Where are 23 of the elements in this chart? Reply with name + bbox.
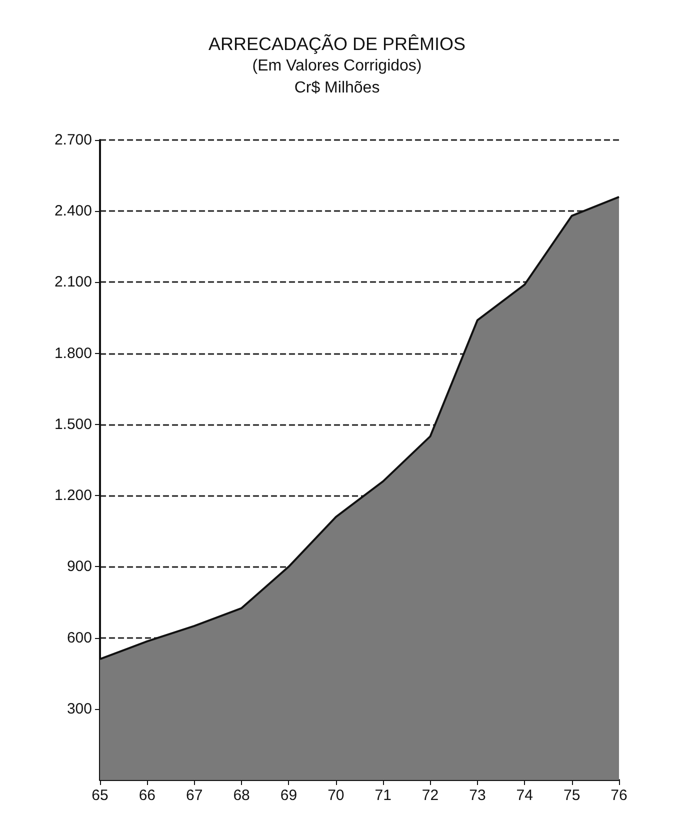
x-tick-label: 67 bbox=[186, 787, 203, 804]
x-tick-label: 71 bbox=[374, 787, 392, 804]
y-tick-label: 300 bbox=[66, 700, 92, 718]
x-tick-label: 65 bbox=[92, 787, 108, 804]
y-tick-label: 1.800 bbox=[54, 344, 92, 362]
y-tick-label: 1.200 bbox=[54, 487, 92, 504]
chart-title: ARRECADAÇÃO DE PRÊMIOS bbox=[208, 34, 466, 54]
x-tick-label: 75 bbox=[563, 787, 580, 804]
x-tick-label: 70 bbox=[328, 787, 344, 804]
chart-subtitle: (Em Valores Corrigidos) Cr$ Milhões bbox=[252, 58, 422, 96]
x-tick-label: 76 bbox=[610, 787, 628, 804]
y-tick-label: 2.400 bbox=[54, 202, 92, 220]
x-tick-label: 66 bbox=[138, 787, 156, 804]
y-tick-label: 900 bbox=[66, 558, 92, 576]
y-tick-label: 600 bbox=[66, 629, 92, 646]
x-tick-label: 72 bbox=[422, 787, 439, 804]
x-tick-label: 74 bbox=[516, 787, 533, 804]
x-tick-label: 68 bbox=[233, 787, 250, 804]
y-tick-label: 1.500 bbox=[54, 416, 92, 433]
x-tick-label: 69 bbox=[280, 787, 298, 804]
y-tick-label: 2.100 bbox=[54, 274, 92, 291]
y-tick-label: 2.700 bbox=[54, 132, 92, 148]
x-tick-label: 73 bbox=[469, 787, 486, 804]
